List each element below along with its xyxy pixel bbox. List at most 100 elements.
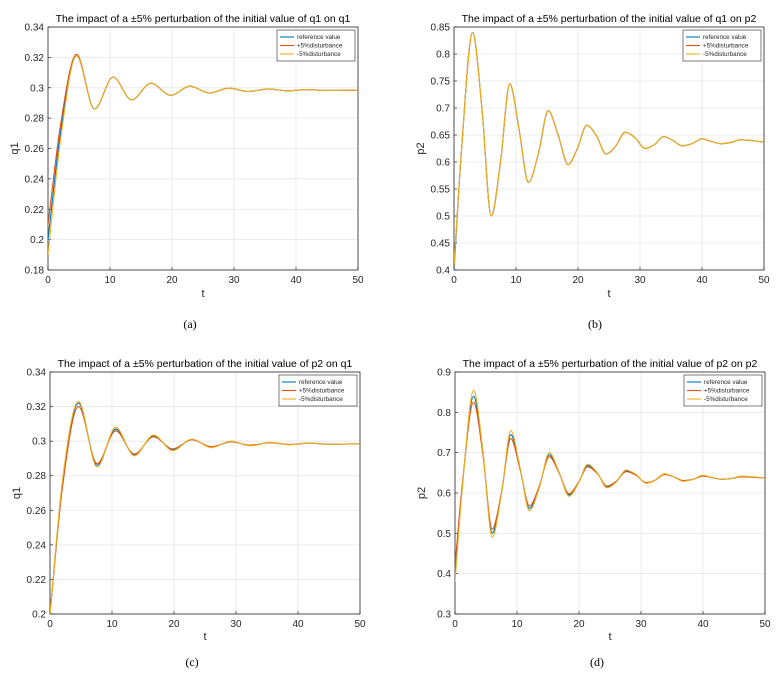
legend-box <box>682 29 762 62</box>
x-tick-label: 20 <box>572 275 584 286</box>
x-tick-label: 0 <box>45 275 51 286</box>
y-tick-label: 0.3 <box>32 437 46 448</box>
legend-entry: reference value <box>297 34 341 41</box>
x-axis-label: t <box>203 631 206 643</box>
y-tick-label: 0.6 <box>436 158 450 169</box>
y-tick-label: 0.32 <box>27 402 47 413</box>
panel-caption: (b) <box>588 317 602 331</box>
y-axis-label: p2 <box>415 142 427 154</box>
y-tick-label: 0.8 <box>436 50 450 61</box>
series-group <box>50 400 360 614</box>
panel-caption: (a) <box>183 317 196 331</box>
x-tick-label: 30 <box>635 619 647 630</box>
legend-entry: +5%disturbance <box>704 388 750 395</box>
y-tick-label: 0.24 <box>27 540 47 551</box>
y-tick-label: 0.9 <box>437 368 451 379</box>
y-tick-label: 0.3 <box>437 610 451 621</box>
legend-entry: reference value <box>704 379 748 386</box>
y-tick-label: 0.28 <box>27 471 47 482</box>
y-tick-label: 0.4 <box>436 266 450 277</box>
x-tick-label: 50 <box>759 619 771 630</box>
axes-frame <box>453 26 765 271</box>
y-tick-label: 0.18 <box>25 266 45 277</box>
chart-title: The impact of a ±5% perturbation of the … <box>463 358 758 370</box>
y-tick-label: 0.55 <box>431 185 451 196</box>
x-tick-label: 40 <box>696 275 708 286</box>
panel-caption: (d) <box>590 655 604 669</box>
x-tick-label: 10 <box>104 275 116 286</box>
chart-title: The impact of a ±5% perturbation of the … <box>56 13 351 25</box>
chart-panel: 0 10 20 30 40 50 0.3 0.4 0.5 0.6 0.7 0.8 0.9 referenc… <box>416 358 771 669</box>
y-axis-label: q1 <box>9 142 21 154</box>
x-tick-label: 30 <box>230 619 242 630</box>
legend-entry: reference value <box>299 379 343 386</box>
legend-entry: reference value <box>703 34 747 41</box>
legend-entry: -5%disturbance <box>299 396 343 403</box>
y-tick-label: 0.7 <box>436 104 450 115</box>
series-group <box>48 53 358 255</box>
x-tick-label: 50 <box>354 619 366 630</box>
y-tick-label: 0.85 <box>431 23 451 34</box>
chart-panel: 0 10 20 30 40 50 0.4 0.45 0.5 0.55 0.6 0.65 0.7 0.75 0… <box>415 13 770 331</box>
series-line <box>48 55 358 255</box>
y-tick-label: 0.45 <box>431 239 451 250</box>
x-tick-label: 40 <box>292 619 304 630</box>
series-group <box>454 31 764 270</box>
legend-entry: +5%disturbance <box>297 43 343 50</box>
legend-entry: -5%disturbance <box>703 51 747 58</box>
legend-entry: -5%disturbance <box>297 51 341 58</box>
y-tick-label: 0.2 <box>30 235 44 246</box>
y-tick-label: 0.22 <box>25 205 45 216</box>
x-tick-label: 30 <box>228 275 240 286</box>
x-axis-label: t <box>201 288 204 300</box>
x-tick-label: 20 <box>573 619 585 630</box>
x-tick-label: 30 <box>634 275 646 286</box>
x-tick-label: 0 <box>451 275 457 286</box>
series-group <box>455 389 765 582</box>
x-tick-label: 20 <box>166 275 178 286</box>
legend-entry: +5%disturbance <box>299 388 345 395</box>
x-tick-label: 40 <box>290 275 302 286</box>
legend-entry: +5%disturbance <box>703 43 749 50</box>
legend-entry: -5%disturbance <box>704 396 748 403</box>
plot-area <box>454 27 764 270</box>
y-tick-label: 0.5 <box>437 529 451 540</box>
y-tick-label: 0.3 <box>30 83 44 94</box>
chart-title: The impact of a ±5% perturbation of the … <box>462 13 757 25</box>
y-tick-label: 0.32 <box>25 53 45 64</box>
x-tick-label: 0 <box>47 619 53 630</box>
y-tick-label: 0.5 <box>436 212 450 223</box>
x-tick-label: 10 <box>106 619 118 630</box>
plot-area <box>50 372 360 614</box>
y-tick-label: 0.28 <box>25 114 45 125</box>
y-tick-label: 0.7 <box>437 448 451 459</box>
y-tick-label: 0.8 <box>437 408 451 419</box>
y-axis-label: p2 <box>416 487 428 499</box>
y-tick-label: 0.2 <box>32 610 46 621</box>
y-tick-label: 0.34 <box>25 23 45 34</box>
x-tick-label: 20 <box>168 619 180 630</box>
y-tick-label: 0.75 <box>431 77 451 88</box>
y-tick-label: 0.65 <box>431 131 451 142</box>
y-tick-label: 0.34 <box>27 368 47 379</box>
y-tick-label: 0.26 <box>27 506 47 517</box>
y-tick-label: 0.6 <box>437 489 451 500</box>
y-tick-label: 0.26 <box>25 144 45 155</box>
y-tick-label: 0.24 <box>25 174 45 185</box>
chart-panel: 0 10 20 30 40 50 0.2 0.22 0.24 0.26 0.28 0.3 0.32 0.3… <box>11 358 366 669</box>
y-tick-label: 0.4 <box>437 569 451 580</box>
axes-frame <box>49 371 361 615</box>
x-tick-label: 50 <box>758 275 770 286</box>
chart-panel: 0 10 20 30 40 50 0.18 0.2 0.22 0.24 0.26 0.28 0.3 0.3… <box>9 13 364 331</box>
y-axis-label: q1 <box>11 487 23 499</box>
series-line <box>50 400 360 614</box>
series-line <box>454 31 764 265</box>
x-tick-label: 50 <box>352 275 364 286</box>
series-line <box>455 389 765 582</box>
x-tick-label: 40 <box>697 619 709 630</box>
x-tick-label: 10 <box>510 275 522 286</box>
x-tick-label: 0 <box>452 619 458 630</box>
x-tick-label: 10 <box>511 619 523 630</box>
x-axis-label: t <box>607 288 610 300</box>
